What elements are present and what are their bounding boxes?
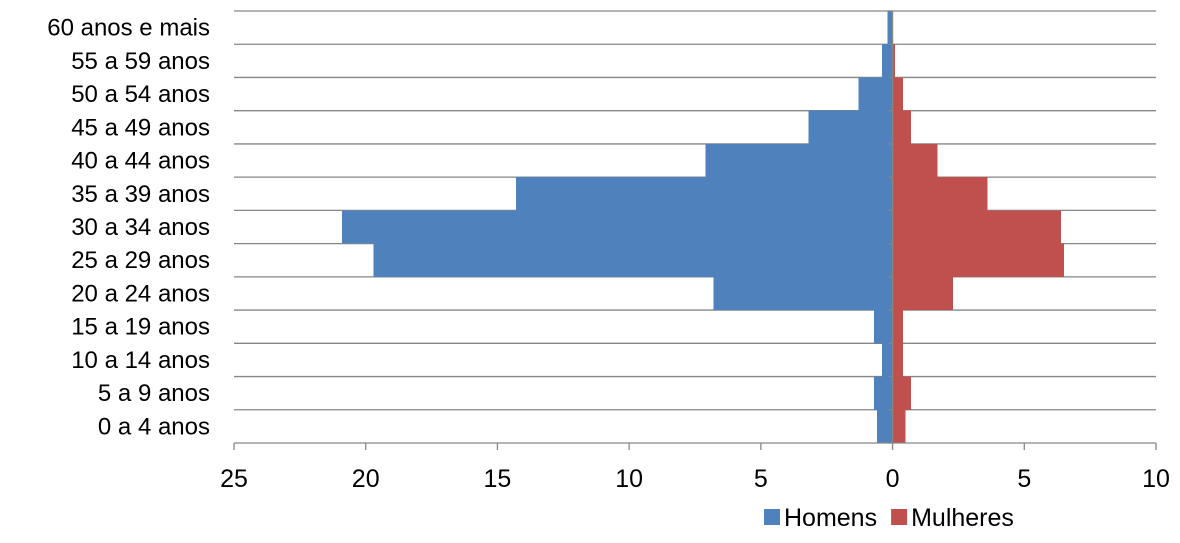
category-label: 25 a 29 anos (71, 247, 210, 274)
bar-homens-9 (808, 110, 893, 144)
bar-homens-3 (874, 310, 893, 344)
bar-mulheres-0 (892, 409, 906, 443)
bar-homens-7 (515, 177, 893, 211)
bar-homens-8 (705, 143, 893, 178)
bar-mulheres-11 (892, 44, 896, 78)
bar-mulheres-1 (892, 376, 912, 410)
bar-mulheres-5 (892, 243, 1064, 277)
category-label: 0 a 4 anos (98, 413, 210, 440)
category-label: 60 anos e mais (47, 15, 210, 42)
x-tick-label: 5 (754, 465, 768, 493)
bar-homens-5 (373, 243, 893, 277)
bar-mulheres-2 (892, 343, 904, 377)
legend-label-homens: Homens (784, 504, 877, 532)
bar-homens-11 (882, 44, 893, 78)
legend: Homens Mulheres (764, 504, 1014, 532)
bar-homens-10 (858, 77, 893, 111)
category-label: 10 a 14 anos (71, 347, 210, 374)
x-tick-label: 10 (615, 465, 643, 493)
bar-homens-1 (874, 376, 893, 410)
bar-mulheres-4 (892, 276, 954, 311)
category-label: 35 a 39 anos (71, 181, 210, 208)
category-label: 45 a 49 anos (71, 114, 210, 141)
category-label: 40 a 44 anos (71, 148, 210, 175)
bar-mulheres-9 (892, 110, 912, 144)
x-tick-label: 20 (352, 465, 380, 493)
bar-homens-2 (882, 343, 893, 377)
category-label: 20 a 24 anos (71, 280, 210, 307)
category-label: 30 a 34 anos (71, 214, 210, 241)
legend-swatch-mulheres (891, 509, 908, 525)
bar-mulheres-3 (892, 310, 904, 344)
axes (233, 10, 1157, 450)
category-label: 50 a 54 anos (71, 81, 210, 108)
bar-mulheres-8 (892, 143, 938, 178)
category-label: 55 a 59 anos (71, 48, 210, 75)
legend-label-mulheres: Mulheres (911, 504, 1014, 532)
bar-homens-6 (342, 210, 893, 244)
x-tick-label: 5 (1017, 465, 1031, 493)
x-tick-label: 25 (220, 465, 248, 493)
category-labels: 0 a 4 anos 5 a 9 anos 10 a 14 anos 15 a 19 … (47, 15, 210, 441)
legend-swatch-homens (764, 509, 780, 525)
x-tick-label: 15 (484, 465, 512, 493)
bar-mulheres-7 (892, 177, 988, 211)
bar-mulheres-10 (892, 77, 904, 111)
bars (342, 11, 1064, 443)
bar-mulheres-6 (892, 210, 1062, 244)
category-label: 15 a 19 anos (71, 314, 210, 341)
x-tick-label: 0 (886, 465, 900, 493)
category-label: 5 a 9 anos (98, 380, 210, 407)
bar-homens-4 (713, 276, 893, 311)
x-tick-labels: 25 20 15 10 5 0 5 10 (220, 465, 1170, 493)
bar-homens-12 (887, 11, 893, 45)
x-tick-label: 10 (1142, 465, 1170, 493)
bar-homens-0 (876, 409, 893, 443)
